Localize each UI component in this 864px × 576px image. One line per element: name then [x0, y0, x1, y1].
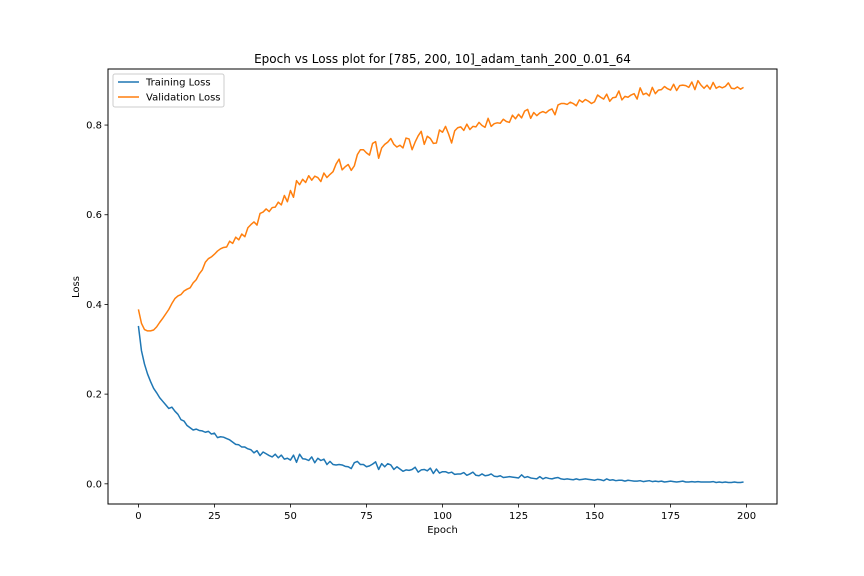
x-tick-label: 75: [360, 511, 373, 522]
x-tick-label: 0: [135, 511, 141, 522]
x-tick-label: 150: [585, 511, 604, 522]
y-tick-label: 0.2: [86, 390, 102, 401]
x-tick-label: 50: [284, 511, 297, 522]
x-tick-label: 200: [737, 511, 756, 522]
legend: Training Loss Validation Loss: [113, 74, 224, 107]
x-tick-label: 100: [433, 511, 452, 522]
x-tick-label: 125: [509, 511, 528, 522]
x-tick-label: 175: [661, 511, 680, 522]
x-axis-title: Epoch: [427, 525, 458, 536]
y-tick-label: 0.4: [86, 300, 102, 311]
legend-label-training: Training Loss: [145, 78, 211, 89]
y-tick-label: 0.6: [86, 210, 102, 221]
y-tick-label: 0.0: [86, 479, 102, 490]
x-tick-label: 25: [208, 511, 221, 522]
chart-title: Epoch vs Loss plot for [785, 200, 10]_ad…: [254, 52, 631, 66]
y-axis-title: Loss: [71, 276, 82, 298]
legend-label-validation: Validation Loss: [146, 93, 221, 104]
y-tick-label: 0.8: [86, 121, 102, 132]
